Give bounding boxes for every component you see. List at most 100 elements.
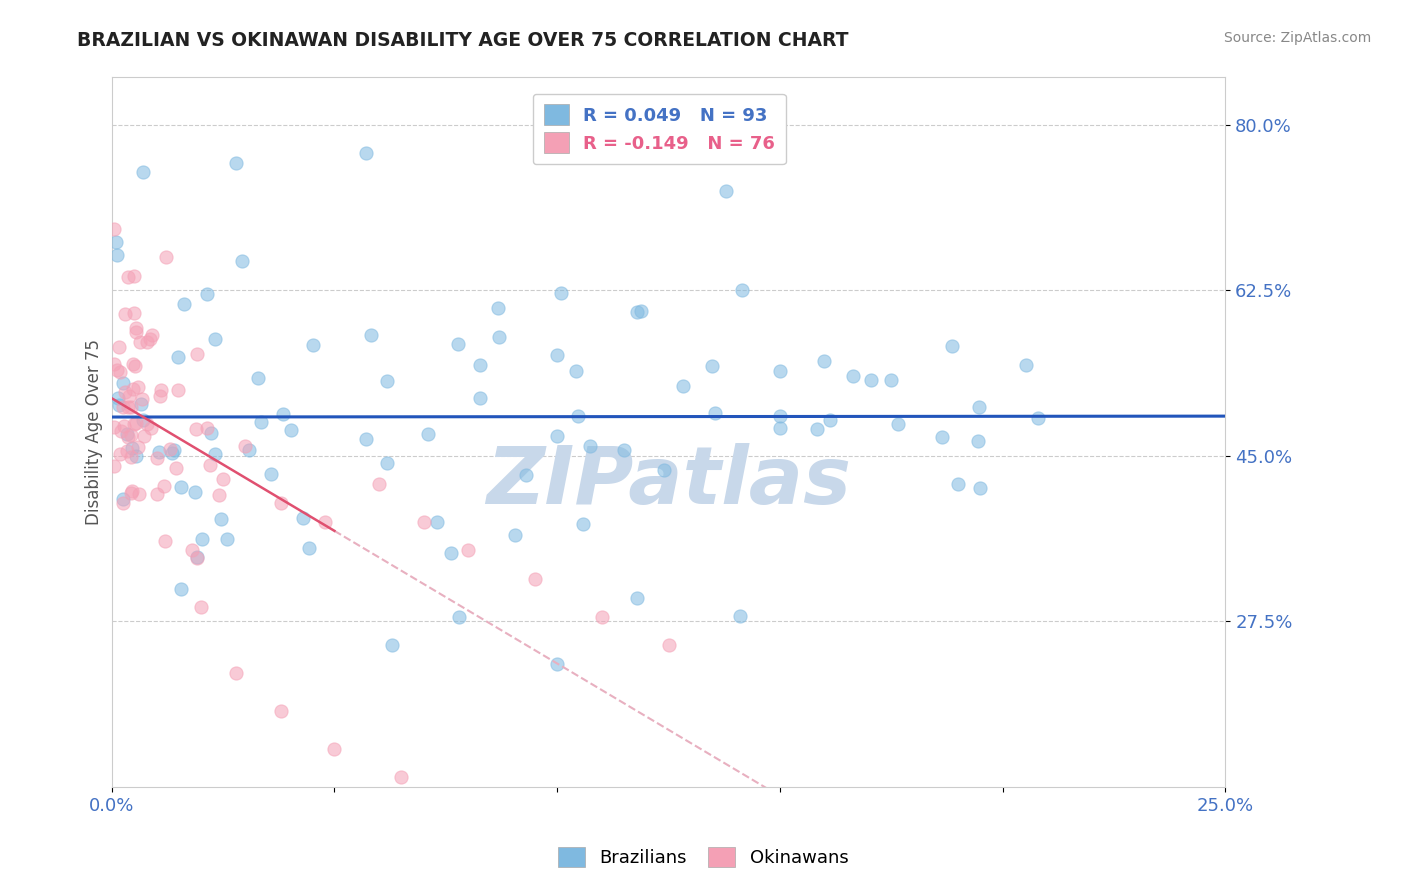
Point	[105, 362, 128, 376]
Point	[169, 480, 191, 494]
Point	[412, 515, 434, 529]
Point	[488, 330, 510, 344]
Point	[127, 380, 149, 394]
Point	[626, 305, 648, 319]
Point	[931, 430, 953, 444]
Point	[259, 467, 281, 481]
Point	[354, 432, 377, 446]
Point	[131, 392, 153, 406]
Point	[671, 379, 693, 393]
Point	[132, 165, 155, 179]
Point	[125, 449, 148, 463]
Point	[887, 417, 910, 431]
Point	[946, 477, 969, 491]
Point	[155, 250, 177, 264]
Point	[233, 439, 256, 453]
Point	[160, 445, 183, 459]
Legend: Brazilians, Okinawans: Brazilians, Okinawans	[550, 839, 856, 874]
Point	[486, 301, 509, 315]
Point	[578, 439, 600, 453]
Point	[103, 221, 125, 235]
Point	[298, 541, 321, 556]
Point	[769, 421, 792, 435]
Point	[117, 270, 139, 285]
Point	[120, 428, 142, 442]
Point	[117, 400, 139, 414]
Point	[375, 374, 398, 388]
Point	[117, 430, 139, 444]
Point	[127, 440, 149, 454]
Point	[173, 297, 195, 311]
Point	[120, 400, 142, 414]
Point	[323, 742, 346, 756]
Point	[122, 357, 145, 371]
Point	[111, 400, 134, 414]
Point	[880, 373, 903, 387]
Point	[136, 417, 159, 431]
Point	[139, 332, 162, 346]
Point	[112, 419, 135, 434]
Point	[129, 334, 152, 349]
Point	[360, 327, 382, 342]
Point	[503, 528, 526, 542]
Point	[546, 428, 568, 442]
Point	[149, 389, 172, 403]
Point	[212, 472, 235, 486]
Point	[941, 339, 963, 353]
Point	[658, 638, 681, 652]
Point	[132, 413, 155, 427]
Point	[368, 477, 391, 491]
Point	[153, 479, 176, 493]
Point	[215, 532, 238, 546]
Point	[121, 441, 143, 455]
Point	[567, 409, 589, 423]
Point	[103, 420, 125, 434]
Text: ZIPatlas: ZIPatlas	[486, 442, 851, 521]
Point	[565, 364, 588, 378]
Point	[195, 420, 218, 434]
Point	[613, 443, 636, 458]
Point	[120, 450, 142, 465]
Point	[769, 364, 792, 378]
Point	[769, 409, 792, 423]
Point	[141, 328, 163, 343]
Point	[166, 351, 188, 365]
Point	[426, 515, 449, 529]
Text: BRAZILIAN VS OKINAWAN DISABILITY AGE OVER 75 CORRELATION CHART: BRAZILIAN VS OKINAWAN DISABILITY AGE OVE…	[77, 31, 849, 50]
Point	[191, 532, 214, 546]
Legend: R = 0.049   N = 93, R = -0.149   N = 76: R = 0.049 N = 93, R = -0.149 N = 76	[533, 94, 786, 164]
Point	[204, 332, 226, 346]
Point	[209, 512, 232, 526]
Point	[860, 373, 883, 387]
Point	[153, 533, 176, 548]
Point	[207, 488, 229, 502]
Point	[103, 459, 125, 474]
Point	[250, 415, 273, 429]
Point	[381, 638, 404, 652]
Point	[115, 427, 138, 442]
Point	[806, 422, 828, 436]
Point	[273, 407, 295, 421]
Point	[546, 348, 568, 362]
Point	[270, 704, 292, 718]
Point	[131, 397, 153, 411]
Point	[700, 359, 723, 373]
Point	[515, 467, 537, 482]
Point	[121, 484, 143, 499]
Point	[630, 304, 652, 318]
Point	[108, 447, 131, 461]
Point	[146, 487, 169, 501]
Point	[468, 358, 491, 372]
Text: Source: ZipAtlas.com: Source: ZipAtlas.com	[1223, 31, 1371, 45]
Point	[180, 543, 202, 558]
Point	[447, 337, 470, 351]
Point	[969, 482, 991, 496]
Point	[572, 517, 595, 532]
Point	[111, 376, 134, 390]
Point	[652, 463, 675, 477]
Point	[184, 485, 207, 500]
Point	[159, 442, 181, 456]
Point	[118, 389, 141, 403]
Point	[128, 487, 150, 501]
Point	[546, 657, 568, 671]
